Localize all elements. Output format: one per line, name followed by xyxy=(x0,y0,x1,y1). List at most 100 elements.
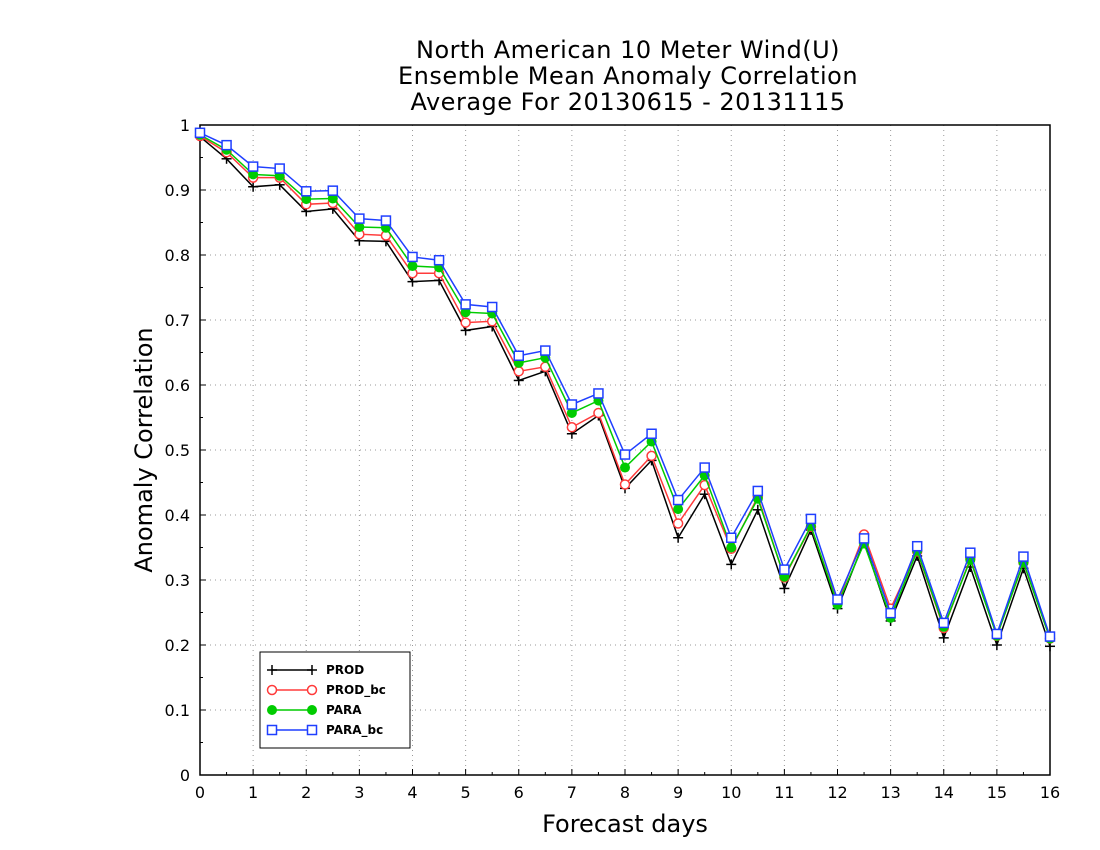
data-point xyxy=(726,542,737,553)
legend-marker xyxy=(266,724,278,736)
legend-marker xyxy=(267,665,277,675)
data-point xyxy=(566,399,578,410)
y-tick-label: 0.2 xyxy=(165,636,190,655)
x-tick-label: 16 xyxy=(1040,783,1060,802)
data-point xyxy=(540,345,551,356)
legend-label: PARA_bc xyxy=(326,723,383,738)
x-tick-label: 11 xyxy=(774,783,794,802)
data-point xyxy=(726,532,737,543)
data-point xyxy=(619,449,631,460)
y-tick-label: 0.4 xyxy=(165,506,190,525)
x-tick-label: 4 xyxy=(407,783,417,802)
data-point xyxy=(380,215,392,226)
x-tick-label: 12 xyxy=(827,783,847,802)
x-tick-label: 2 xyxy=(301,783,311,802)
data-point xyxy=(566,422,578,433)
x-tick-label: 0 xyxy=(195,783,205,802)
chart-title-line-2: Ensemble Mean Anomaly Correlation xyxy=(397,62,859,90)
data-point xyxy=(486,301,498,313)
x-tick-label: 5 xyxy=(461,783,471,802)
series-prod-bc xyxy=(194,130,1056,644)
data-point xyxy=(672,494,684,506)
legend: PROD PROD_bc PARA PARA_bc xyxy=(259,651,411,749)
data-point xyxy=(620,462,630,473)
data-point xyxy=(858,533,870,544)
legend-marker xyxy=(306,724,318,736)
legend-item: PROD xyxy=(267,663,364,677)
data-point xyxy=(248,181,259,192)
x-tick-label: 14 xyxy=(934,783,954,802)
legend-marker xyxy=(307,705,317,715)
data-point xyxy=(805,513,817,525)
legend-label: PARA xyxy=(326,703,362,717)
y-axis-title: Anomaly Correlation xyxy=(130,327,158,572)
data-point xyxy=(911,540,923,552)
data-point xyxy=(247,161,259,172)
y-tick-label: 0.6 xyxy=(165,376,190,395)
data-point xyxy=(354,222,365,233)
data-point xyxy=(885,607,896,619)
data-point xyxy=(752,485,764,497)
data-point xyxy=(672,518,684,529)
y-tick-label: 0.5 xyxy=(165,441,190,460)
data-point xyxy=(460,317,471,328)
grid xyxy=(200,125,1050,775)
data-point xyxy=(619,479,631,490)
legend-item: PROD_bc xyxy=(266,683,386,698)
data-point xyxy=(991,640,1002,650)
x-tick-label: 3 xyxy=(354,783,364,802)
data-point xyxy=(513,366,524,377)
x-axis-title: Forecast days xyxy=(542,810,708,838)
data-point xyxy=(726,559,737,570)
series-layer xyxy=(194,127,1056,652)
y-tick-label: 0.9 xyxy=(165,181,190,200)
y-tick-label: 0 xyxy=(180,766,190,785)
data-point xyxy=(221,139,232,151)
data-point xyxy=(646,428,657,439)
x-tick-label: 9 xyxy=(673,783,683,802)
data-point xyxy=(779,564,790,575)
y-tick-label: 1 xyxy=(180,116,190,135)
series-para xyxy=(195,129,1055,644)
data-point xyxy=(433,254,445,266)
legend-box xyxy=(259,651,411,749)
data-point xyxy=(779,583,790,594)
legend-item: PARA_bc xyxy=(266,723,383,738)
x-tick-label: 13 xyxy=(880,783,900,802)
data-point xyxy=(593,388,604,399)
data-point xyxy=(938,617,949,629)
data-point xyxy=(301,186,312,197)
data-point xyxy=(513,350,524,361)
data-point xyxy=(513,375,524,386)
series-para-bc xyxy=(194,127,1056,642)
data-point xyxy=(965,547,976,558)
data-point xyxy=(1044,631,1056,642)
y-tick-label: 0.8 xyxy=(165,246,190,265)
x-tick-label: 8 xyxy=(620,783,630,802)
x-tick-label: 7 xyxy=(567,783,577,802)
data-point xyxy=(354,213,365,224)
data-point xyxy=(566,407,577,418)
data-point xyxy=(1018,551,1029,562)
data-point xyxy=(460,299,471,310)
x-tick-label: 1 xyxy=(248,783,258,802)
data-point xyxy=(194,127,206,139)
x-tick-label: 15 xyxy=(987,783,1007,802)
data-point xyxy=(991,628,1003,640)
data-point xyxy=(673,504,684,515)
legend-label: PROD xyxy=(326,663,364,677)
data-point xyxy=(407,251,418,263)
data-point xyxy=(646,450,657,462)
data-point xyxy=(938,632,949,643)
chart-title-line-1: North American 10 Meter Wind(U) xyxy=(415,36,840,64)
axis-ticks: 0 1 2 3 4 5 6 7 8 9 10 11 12 13 14 15 1600.10.20.30.40.5… xyxy=(165,116,1061,802)
y-tick-label: 0.7 xyxy=(165,311,190,330)
legend-marker xyxy=(307,665,317,675)
data-point xyxy=(407,261,418,272)
legend-marker xyxy=(306,684,318,696)
data-point xyxy=(274,163,285,174)
legend-item: PARA xyxy=(267,703,362,717)
data-point xyxy=(673,532,684,543)
series-line xyxy=(199,136,1051,648)
